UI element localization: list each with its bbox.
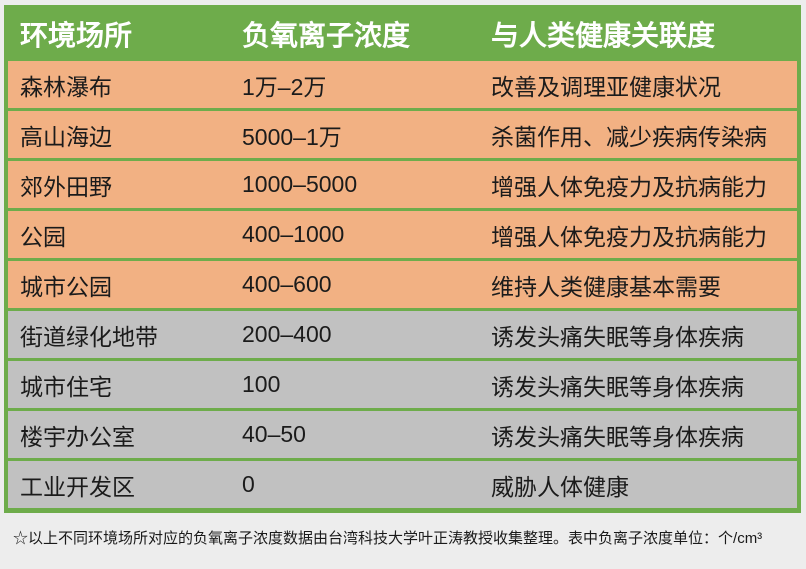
table-row: 高山海边 5000–1万 杀菌作用、减少疾病传染病 — [8, 111, 797, 158]
cell-concentration: 40–50 — [242, 421, 306, 447]
table-row: 工业开发区 0 威胁人体健康 — [8, 461, 797, 508]
header-environment: 环境场所 — [20, 19, 133, 51]
cell-concentration: 5000–1万 — [242, 123, 342, 150]
cell-concentration: 100 — [242, 371, 281, 397]
cell-health: 维持人类健康基本需要 — [491, 273, 721, 300]
footnote: ☆以上不同环境场所对应的负氧离子浓度数据由台湾科技大学叶正涛教授收集整理。表中负… — [13, 527, 762, 548]
cell-place: 郊外田野 — [20, 173, 112, 200]
table-row: 公园 400–1000 增强人体免疫力及抗病能力 — [8, 211, 797, 258]
table-row: 城市公园 400–600 维持人类健康基本需要 — [8, 261, 797, 308]
cell-place: 楼宇办公室 — [20, 423, 135, 450]
table-header-row: 环境场所 负氧离子浓度 与人类健康关联度 — [8, 9, 797, 58]
cell-concentration: 200–400 — [242, 321, 332, 347]
cell-health: 威胁人体健康 — [491, 473, 629, 500]
cell-concentration: 400–1000 — [242, 221, 345, 247]
cell-place: 公园 — [20, 223, 66, 250]
cell-concentration: 0 — [242, 471, 255, 497]
cell-health: 增强人体免疫力及抗病能力 — [491, 173, 767, 200]
cell-place: 森林瀑布 — [20, 73, 112, 100]
table-row: 楼宇办公室 40–50 诱发头痛失眠等身体疾病 — [8, 411, 797, 458]
header-ion-concentration: 负氧离子浓度 — [242, 19, 411, 51]
cell-concentration: 400–600 — [242, 271, 332, 297]
cell-health: 诱发头痛失眠等身体疾病 — [491, 373, 744, 400]
star-icon: ☆ — [13, 530, 29, 547]
cell-health: 改善及调理亚健康状况 — [491, 73, 721, 100]
header-health-relation: 与人类健康关联度 — [491, 19, 716, 51]
cell-place: 城市住宅 — [20, 373, 112, 400]
table-row: 街道绿化地带 200–400 诱发头痛失眠等身体疾病 — [8, 311, 797, 358]
footnote-text: 以上不同环境场所对应的负氧离子浓度数据由台湾科技大学叶正涛教授收集整理。表中负离… — [28, 530, 763, 547]
cell-health: 杀菌作用、减少疾病传染病 — [491, 123, 767, 150]
cell-concentration: 1000–5000 — [242, 171, 358, 197]
cell-place: 城市公园 — [20, 273, 112, 300]
cell-place: 工业开发区 — [20, 473, 135, 500]
table-row: 郊外田野 1000–5000 增强人体免疫力及抗病能力 — [8, 161, 797, 208]
cell-health: 诱发头痛失眠等身体疾病 — [491, 323, 744, 350]
cell-concentration: 1万–2万 — [242, 73, 327, 100]
table-row: 城市住宅 100 诱发头痛失眠等身体疾病 — [8, 361, 797, 408]
cell-place: 街道绿化地带 — [20, 323, 158, 350]
cell-health: 增强人体免疫力及抗病能力 — [491, 223, 767, 250]
table-row: 森林瀑布 1万–2万 改善及调理亚健康状况 — [8, 61, 797, 108]
cell-place: 高山海边 — [20, 123, 112, 150]
cell-health: 诱发头痛失眠等身体疾病 — [491, 423, 744, 450]
ion-concentration-table: 环境场所 负氧离子浓度 与人类健康关联度 森林瀑布 1万–2万 改善及调理亚健康… — [4, 5, 801, 513]
